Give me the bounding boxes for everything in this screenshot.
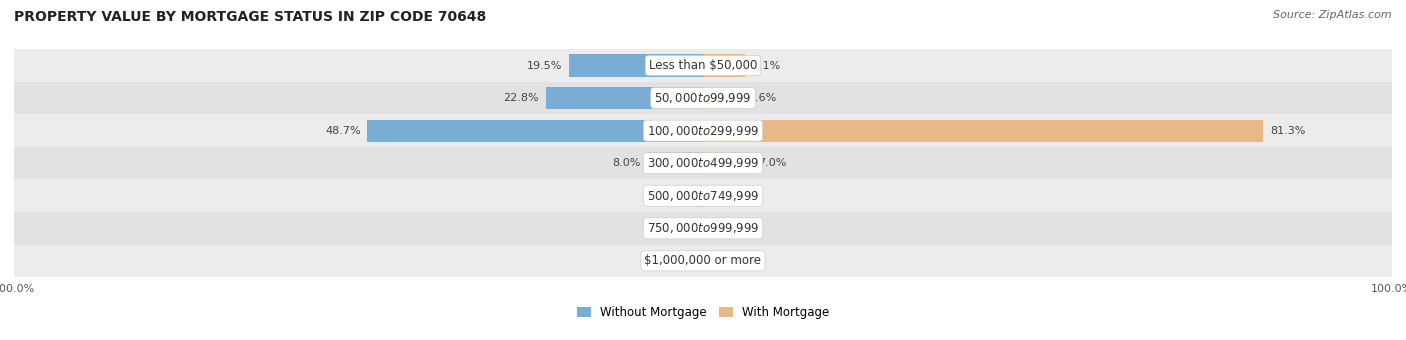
Text: PROPERTY VALUE BY MORTGAGE STATUS IN ZIP CODE 70648: PROPERTY VALUE BY MORTGAGE STATUS IN ZIP… (14, 10, 486, 24)
Text: $100,000 to $299,999: $100,000 to $299,999 (647, 124, 759, 138)
Bar (14, 244, 1392, 277)
Text: $300,000 to $499,999: $300,000 to $499,999 (647, 156, 759, 170)
Text: $500,000 to $749,999: $500,000 to $749,999 (647, 189, 759, 203)
Bar (703, 54, 745, 76)
Text: 6.1%: 6.1% (752, 61, 780, 70)
Text: 48.7%: 48.7% (325, 126, 360, 136)
Bar (703, 152, 751, 174)
Bar (703, 120, 1263, 142)
Text: 22.8%: 22.8% (503, 93, 538, 103)
Text: Less than $50,000: Less than $50,000 (648, 59, 758, 72)
Bar (367, 120, 703, 142)
Text: 81.3%: 81.3% (1270, 126, 1305, 136)
Bar (14, 114, 1392, 147)
Text: Source: ZipAtlas.com: Source: ZipAtlas.com (1274, 10, 1392, 20)
Bar (14, 49, 1392, 82)
Text: $750,000 to $999,999: $750,000 to $999,999 (647, 221, 759, 235)
Text: 0.99%: 0.99% (654, 191, 689, 201)
Text: 0.0%: 0.0% (668, 223, 696, 233)
Text: $1,000,000 or more: $1,000,000 or more (644, 254, 762, 267)
Bar (648, 152, 703, 174)
Bar (546, 87, 703, 109)
Text: 8.0%: 8.0% (613, 158, 641, 168)
Bar (14, 180, 1392, 212)
Text: 7.0%: 7.0% (758, 158, 786, 168)
Bar (568, 54, 703, 76)
Text: 0.0%: 0.0% (710, 191, 738, 201)
Bar (14, 147, 1392, 180)
Text: 0.0%: 0.0% (710, 256, 738, 266)
Text: 19.5%: 19.5% (526, 61, 562, 70)
Text: $50,000 to $99,999: $50,000 to $99,999 (654, 91, 752, 105)
Text: 5.6%: 5.6% (748, 93, 776, 103)
Bar (14, 212, 1392, 244)
Legend: Without Mortgage, With Mortgage: Without Mortgage, With Mortgage (572, 301, 834, 324)
Bar (696, 185, 703, 207)
Bar (703, 87, 741, 109)
Text: 0.0%: 0.0% (668, 256, 696, 266)
Text: 0.0%: 0.0% (710, 223, 738, 233)
Bar (14, 82, 1392, 114)
